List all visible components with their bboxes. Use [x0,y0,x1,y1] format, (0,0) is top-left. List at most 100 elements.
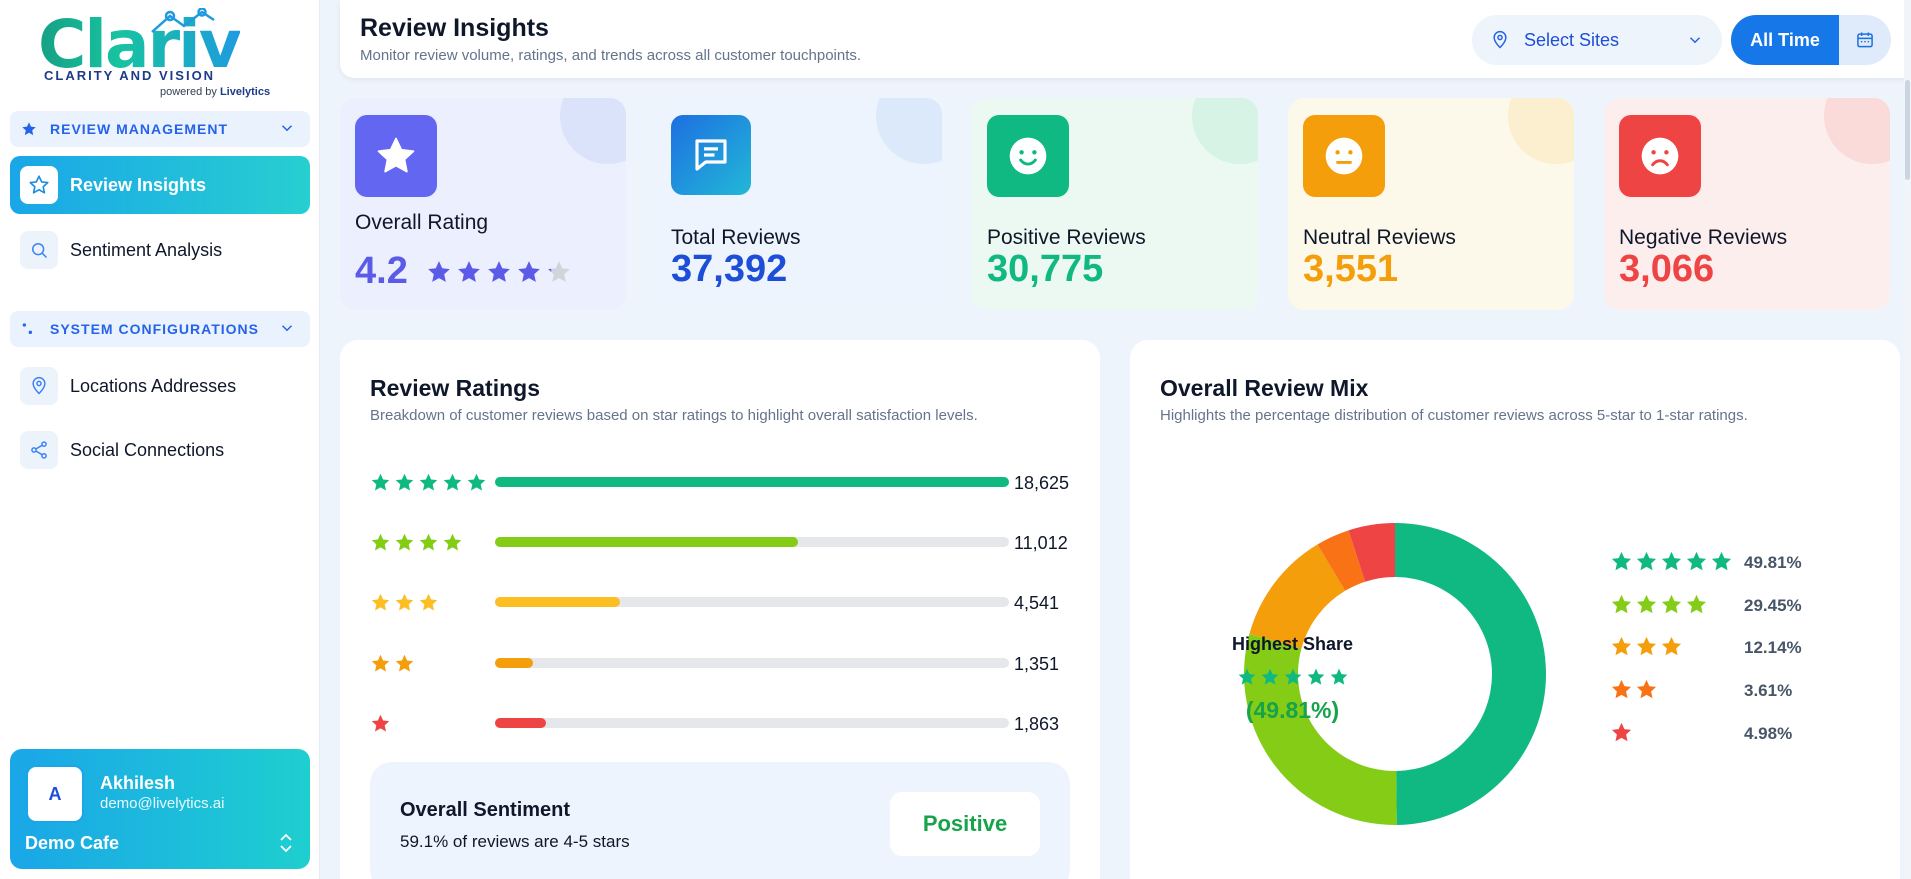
star-icon [1711,551,1732,571]
map-pin-icon [20,367,58,405]
star-icon [1330,668,1347,685]
legend-item-1-star: 4.98% [1610,721,1830,745]
star-icon [395,593,414,611]
sad-face-icon [1619,115,1701,197]
rating-bar-track [495,718,1009,728]
calendar-button[interactable] [1839,15,1891,65]
donut-slice-3-star[interactable] [1249,544,1346,649]
star-icon [395,654,414,672]
site-select-dropdown[interactable]: Select Sites [1472,15,1722,65]
star-icon [1611,594,1632,614]
page-title: Review Insights [360,14,549,42]
chevron-down-icon[interactable] [278,119,296,137]
share-icon [20,431,58,469]
star-icon [467,473,486,491]
sidebar-item-label: Locations Addresses [70,375,237,396]
section-review-management[interactable]: REVIEW MANAGEMENT [10,111,310,147]
donut-slice-2-star[interactable] [1317,530,1366,591]
star-icon [419,473,438,491]
rating-count: 1,863 [1014,714,1060,734]
chevron-down-icon[interactable] [278,319,296,337]
legend-pct: 29.45% [1744,596,1802,615]
page-scrollbar[interactable] [1904,0,1911,879]
overall-sentiment-box: Overall Sentiment 59.1% of reviews are 4… [370,762,1070,879]
sidebar-item-label: Social Connections [70,439,225,460]
star-icon [1611,636,1632,656]
star-icon [1661,594,1682,614]
legend-pct: 49.81% [1744,553,1802,572]
rating-count: 11,012 [1014,533,1068,553]
star-icon [395,533,414,551]
sidebar-item-review-insights[interactable]: Review Insights [10,156,310,214]
star-icon [458,261,480,282]
chevron-up-down-icon[interactable] [278,833,294,853]
rating-bar-fill [495,658,533,668]
star-icon [1661,636,1682,656]
stat-value: 4.2 [355,250,408,292]
rating-bar-track [495,597,1009,607]
star-icon [1611,679,1632,699]
star-icon [355,115,437,197]
stat-value: 37,392 [671,248,788,290]
star-icon [548,261,570,282]
donut-slice-5-star[interactable] [1395,523,1547,825]
stat-card-total-reviews: Total Reviews 37,392 [656,98,942,310]
donut-slice-4-star[interactable] [1244,633,1397,825]
star-icon [443,533,462,551]
stat-label: Overall Rating [355,211,489,234]
logo-network-icon [151,8,215,33]
rating-stars [426,259,572,285]
legend-stars [1610,550,1733,573]
search-icon [20,231,58,269]
star-icon [395,473,414,491]
panel-title: Overall Review Mix [1160,375,1369,401]
legend-stars [1610,593,1708,616]
sidebar-item-locations-addresses[interactable]: Locations Addresses [10,357,310,415]
page-subtitle: Monitor review volume, ratings, and tren… [360,47,862,64]
panel-subtitle: Breakdown of customer reviews based on s… [370,407,978,424]
stat-label: Negative Reviews [1619,226,1788,249]
map-pin-icon [1493,30,1507,49]
section-label: SYSTEM CONFIGURATIONS [50,321,259,337]
donut-center-pct: (49.81%) [1245,697,1340,723]
review-ratings-panel: Review Ratings Breakdown of customer rev… [340,340,1100,879]
section-system-configurations[interactable]: SYSTEM CONFIGURATIONS [10,311,310,347]
clariv-logo[interactable]: Clariv CLARITY AND VISION powered by Liv… [18,6,288,101]
sidebar: Clariv CLARITY AND VISION powered by Liv… [0,0,320,879]
star-icon [371,654,390,672]
star-icon [371,714,390,732]
star-icon [1686,594,1707,614]
stat-card-positive-reviews: Positive Reviews 30,775 [972,98,1258,310]
legend-pct: 4.98% [1744,724,1793,743]
rating-bar-track [495,477,1009,487]
stat-value: 3,551 [1303,248,1399,290]
calendar-icon [1857,32,1873,48]
star-icon [443,473,462,491]
star-icon [371,533,390,551]
star-icon [1686,551,1707,571]
star-icon [1261,668,1278,685]
legend-item-2-star: 3.61% [1610,678,1830,702]
star-icon [428,261,450,282]
time-filter-button[interactable]: All Time [1731,15,1839,65]
sidebar-item-sentiment-analysis[interactable]: Sentiment Analysis [10,221,310,279]
star-icon [488,261,510,282]
panel-title: Review Ratings [370,375,540,401]
user-profile-card[interactable]: A Akhilesh demo@livelytics.ai Demo Cafe [10,749,310,869]
rating-count: 1,351 [1014,654,1060,674]
rating-bar-fill [495,477,1009,487]
rating-bar-3-star: 4,541 [370,590,1070,614]
stat-label: Positive Reviews [987,226,1146,249]
sidebar-item-label: Review Insights [70,174,207,195]
sidebar-item-social-connections[interactable]: Social Connections [10,421,310,479]
star-icon [419,533,438,551]
neutral-face-icon [1303,115,1385,197]
section-label: REVIEW MANAGEMENT [50,121,228,137]
donut-slice-1-star[interactable] [1348,523,1395,582]
review-mix-panel: Overall Review Mix Highlights the percen… [1130,340,1900,879]
rating-stars [370,713,391,734]
rating-bar-track [495,658,1009,668]
user-email: demo@livelytics.ai [100,795,225,812]
business-name: Demo Cafe [25,833,120,853]
smile-icon [987,115,1069,197]
